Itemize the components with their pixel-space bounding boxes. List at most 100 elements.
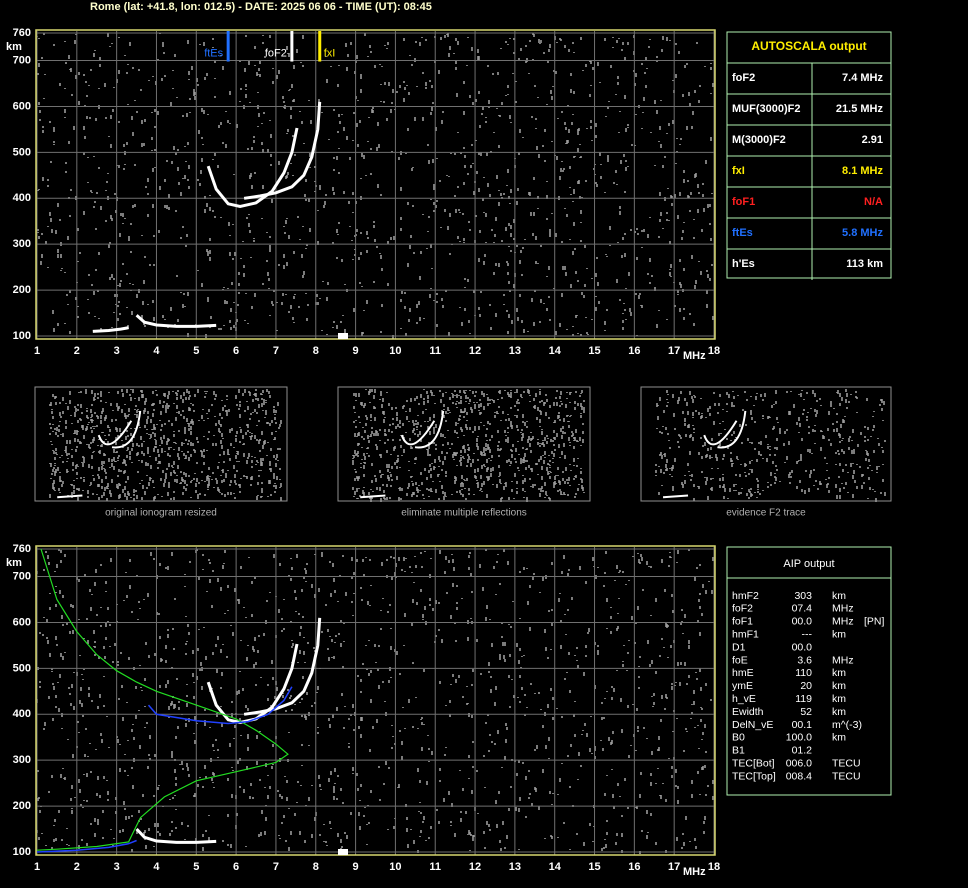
x-tick-label: 6: [233, 861, 239, 873]
aip-cell: km: [832, 732, 846, 744]
x-tick-label: 18: [708, 345, 720, 357]
x-tick-label: 4: [153, 861, 160, 873]
trace: [206, 643, 299, 725]
y-tick-label: 500: [13, 146, 31, 158]
row-value: N/A: [864, 196, 883, 208]
aip-cell: DelN_vE: [732, 719, 773, 731]
x-tick-label: 2: [74, 345, 80, 357]
row-label: MUF(3000)F2: [732, 103, 800, 115]
noise: [352, 389, 585, 502]
y-tick-label: 760: [13, 543, 31, 555]
x-tick-label: 5: [193, 345, 199, 357]
x-tick-label: 16: [628, 861, 640, 873]
ionogram-chart: 1 2 3 4 5 6 7 8 9 10 11 12 13 14 15 16 17 181002003004005…: [6, 27, 720, 362]
noise: [49, 389, 282, 501]
thumbnail-caption: eliminate multiple reflections: [401, 508, 527, 519]
x-tick-label: 5: [193, 861, 199, 873]
aip-cell: MHz: [832, 603, 854, 615]
row-label: foF2: [732, 72, 755, 84]
x-tick-label: 9: [353, 861, 359, 873]
thumbnail-trace: [57, 410, 142, 499]
x-tick-label: 14: [549, 345, 562, 357]
aip-cell: km: [832, 590, 846, 602]
y-tick-label: 300: [13, 238, 31, 250]
x-tick-label: 17: [668, 345, 680, 357]
table-title: AIP output: [783, 558, 834, 570]
x-tick-label: 3: [114, 861, 120, 873]
x-tick-label: 16: [628, 345, 640, 357]
aip-cell: Ewidth: [732, 706, 764, 718]
aip-cell: 119: [795, 693, 812, 705]
aip-cell: km: [832, 693, 846, 705]
aip-cell: 008.4: [786, 770, 812, 782]
trace: [36, 686, 293, 853]
row-value: 113 km: [846, 258, 883, 270]
y-tick-label: 500: [13, 662, 31, 674]
aip-cell: 01.2: [792, 745, 813, 757]
thumbnail-trace: [360, 410, 445, 499]
row-value: 2.91: [862, 134, 883, 146]
marker-label: fxI: [324, 47, 336, 59]
y-tick-label: 100: [13, 330, 31, 342]
y-tick-label: 600: [13, 616, 31, 628]
x-tick-label: 14: [549, 861, 562, 873]
aip-cell: [PN]: [864, 616, 885, 628]
thumbnail-frame: [34, 386, 288, 502]
aip-cell: 00.0: [792, 616, 813, 628]
table-frame: [726, 546, 892, 796]
aip-cell: m^(-3): [832, 719, 862, 731]
x-tick-label: 10: [389, 345, 401, 357]
x-axis-label: MHz: [683, 866, 706, 878]
x-tick-label: 13: [509, 861, 521, 873]
noise: [36, 549, 714, 854]
trace: [135, 827, 217, 844]
aip-cell: TEC[Top]: [732, 770, 776, 782]
thumbnail-frame: [337, 386, 591, 502]
aip-cell: 100.0: [786, 732, 812, 744]
aip-cell: 07.4: [792, 603, 813, 615]
y-tick-label: 100: [13, 846, 31, 858]
thumbnail: original ionogram resized: [34, 386, 288, 519]
table-frame: [726, 31, 892, 279]
aip-cell: km: [832, 706, 846, 718]
x-tick-label: 3: [114, 345, 120, 357]
row-label: M(3000)F2: [732, 134, 786, 146]
aip-cell: 110: [795, 667, 812, 679]
x-tick-label: 6: [233, 345, 239, 357]
aip-cell: km: [832, 628, 846, 640]
x-tick-label: 13: [509, 345, 521, 357]
trace: [243, 617, 322, 716]
autoscala-table: AUTOSCALA output foF2 7.4 MHz MUF(3000)F2 21…: [726, 31, 892, 280]
x-tick-label: 8: [313, 345, 319, 357]
y-tick-label: 700: [13, 570, 31, 582]
noise: [36, 33, 714, 339]
aip-cell: B0: [732, 732, 745, 744]
trace: [36, 548, 289, 851]
y-tick-label: 300: [13, 754, 31, 766]
y-tick-label: 200: [13, 284, 31, 296]
sweep-marker: [338, 849, 348, 855]
plot-border: [35, 29, 716, 340]
aip-cell: hmF2: [732, 590, 759, 602]
x-tick-label: 11: [429, 345, 441, 357]
aip-cell: 52: [800, 706, 812, 718]
row-label: foF1: [732, 196, 755, 208]
y-tick-label: 400: [13, 708, 31, 720]
x-tick-label: 2: [74, 861, 80, 873]
thumbnail: evidence F2 trace: [640, 386, 892, 519]
x-tick-label: 15: [588, 861, 600, 873]
x-tick-label: 4: [153, 345, 160, 357]
sweep-marker: [338, 333, 348, 339]
row-label: ftEs: [732, 227, 753, 239]
plot-border: [35, 545, 716, 856]
x-tick-label: 11: [429, 861, 441, 873]
aip-cell: foF2: [732, 603, 753, 615]
row-value: 5.8 MHz: [842, 227, 883, 239]
thumbnail: eliminate multiple reflections: [337, 386, 591, 519]
table-title: AUTOSCALA output: [751, 39, 866, 53]
aip-cell: h_vE: [732, 693, 756, 705]
aip-table: AIP output hmF2 303 km foF2 07.4 MHz foF1 00.0 MH…: [726, 546, 892, 796]
row-value: 8.1 MHz: [842, 165, 883, 177]
